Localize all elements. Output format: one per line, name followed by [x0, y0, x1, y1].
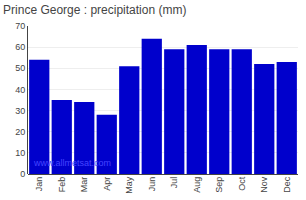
svg-text:10: 10	[15, 148, 25, 158]
svg-text:Sep: Sep	[214, 177, 224, 193]
svg-text:Feb: Feb	[57, 177, 67, 193]
svg-text:Aug: Aug	[192, 177, 202, 193]
svg-text:Oct: Oct	[237, 176, 247, 191]
svg-text:Mar: Mar	[79, 177, 89, 193]
svg-text:Nov: Nov	[259, 176, 269, 193]
svg-text:Jul: Jul	[169, 177, 179, 189]
svg-text:20: 20	[15, 127, 25, 137]
svg-text:70: 70	[15, 21, 25, 31]
svg-text:May: May	[124, 176, 134, 194]
svg-text:Apr: Apr	[102, 177, 112, 191]
svg-text:www.allmetsat.com: www.allmetsat.com	[33, 158, 111, 168]
svg-text:Jan: Jan	[34, 177, 44, 192]
svg-text:60: 60	[15, 42, 25, 52]
svg-text:30: 30	[15, 106, 25, 116]
svg-text:Prince George : precipitation: Prince George : precipitation (mm)	[3, 3, 186, 17]
svg-text:0: 0	[20, 169, 25, 179]
svg-text:40: 40	[15, 85, 25, 95]
svg-text:Dec: Dec	[282, 176, 292, 193]
svg-text:Jun: Jun	[147, 177, 157, 192]
svg-text:50: 50	[15, 63, 25, 73]
